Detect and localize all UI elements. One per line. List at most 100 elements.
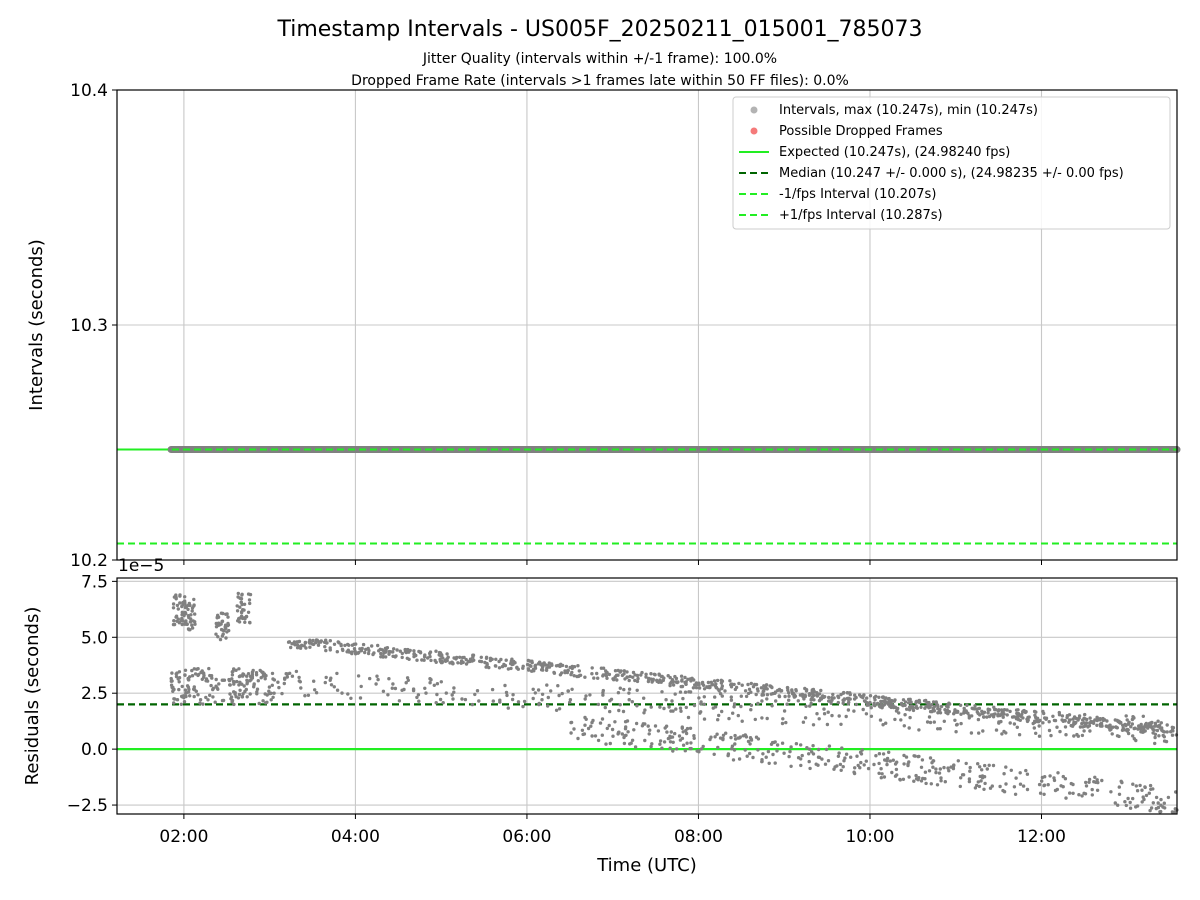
residual-point (358, 696, 363, 700)
residual-point (625, 719, 630, 723)
residual-point (1021, 784, 1026, 788)
residual-point (956, 759, 960, 763)
residual-point (403, 647, 407, 652)
residual-point (765, 716, 769, 721)
residual-point (1017, 733, 1022, 737)
residual-point (1165, 730, 1169, 734)
residual-point (646, 679, 651, 684)
residual-point (836, 700, 840, 705)
residual-point (605, 726, 609, 731)
residual-point (589, 724, 593, 728)
residual-point (737, 681, 741, 686)
residual-point (673, 731, 677, 736)
residual-point (732, 702, 737, 706)
residual-point (733, 733, 737, 738)
residual-point (1012, 785, 1017, 789)
residual-point (313, 688, 317, 692)
residual-point (1025, 772, 1030, 776)
residual-point (356, 674, 361, 678)
residual-point (803, 716, 808, 720)
residual-point (1063, 777, 1068, 781)
residual-point (1032, 726, 1037, 730)
residual-point (796, 756, 801, 760)
residual-point (245, 682, 249, 686)
residual-point (947, 769, 951, 773)
residual-point (1016, 717, 1021, 722)
residual-point (747, 687, 752, 691)
residual-point (392, 647, 396, 651)
x-tick-label: 04:00 (331, 827, 380, 847)
residual-point (1087, 777, 1092, 782)
residual-point (596, 738, 601, 743)
residual-point (765, 697, 769, 701)
residual-point (942, 719, 946, 723)
residual-point (630, 700, 634, 704)
residual-point (743, 748, 747, 752)
residual-point (829, 701, 833, 705)
residual-point (754, 682, 759, 687)
residual-point (1108, 725, 1113, 729)
residual-point (860, 748, 864, 752)
residual-point (190, 626, 195, 630)
residual-point (674, 676, 679, 681)
residual-point (177, 621, 181, 625)
residual-point (184, 691, 188, 695)
residual-point (647, 732, 651, 736)
residual-point (332, 685, 336, 689)
residual-point (186, 685, 191, 689)
residual-point (776, 688, 780, 693)
residual-point (303, 640, 308, 645)
residual-point (733, 737, 738, 741)
intervals-y-tick-label: 10.3 (70, 316, 108, 336)
residual-point (254, 673, 259, 677)
residual-point (882, 775, 887, 779)
residual-point (827, 744, 832, 748)
residual-point (877, 695, 881, 699)
residual-point (730, 744, 735, 748)
residual-point (899, 701, 904, 706)
residual-point (1131, 796, 1135, 801)
residual-point (1135, 789, 1140, 793)
residual-point (404, 650, 408, 655)
residual-point (243, 689, 247, 694)
residual-point (224, 612, 228, 616)
residual-point (372, 651, 376, 655)
residual-point (783, 694, 787, 699)
residual-point (714, 682, 718, 686)
residual-point (880, 706, 884, 710)
residual-point (1010, 715, 1015, 719)
residual-point (1117, 792, 1122, 796)
residual-point (557, 693, 561, 698)
residual-point (1077, 716, 1081, 720)
residual-point (839, 692, 843, 697)
residual-point (238, 605, 242, 609)
residual-point (500, 664, 505, 669)
residual-point (488, 656, 493, 660)
residual-point (884, 721, 888, 725)
residual-point (233, 691, 237, 695)
residual-point (924, 781, 928, 786)
residual-point (816, 747, 821, 752)
residual-point (636, 676, 640, 681)
residual-point (324, 675, 328, 680)
residual-point (432, 683, 436, 687)
residual-point (466, 659, 470, 664)
residual-point (621, 709, 626, 714)
residual-point (176, 607, 180, 611)
residual-point (308, 645, 312, 649)
residual-point (937, 771, 942, 775)
residual-point (720, 694, 724, 698)
residual-point (1004, 731, 1008, 735)
residual-point (859, 752, 864, 756)
residual-point (943, 780, 947, 784)
residual-point (240, 682, 244, 686)
residual-point (756, 737, 761, 741)
residual-point (694, 681, 699, 685)
residual-point (767, 761, 771, 765)
residual-point (622, 672, 626, 676)
residual-point (1001, 715, 1005, 719)
residual-point (1095, 715, 1099, 719)
residual-point (1072, 715, 1077, 719)
residual-point (1080, 794, 1084, 798)
